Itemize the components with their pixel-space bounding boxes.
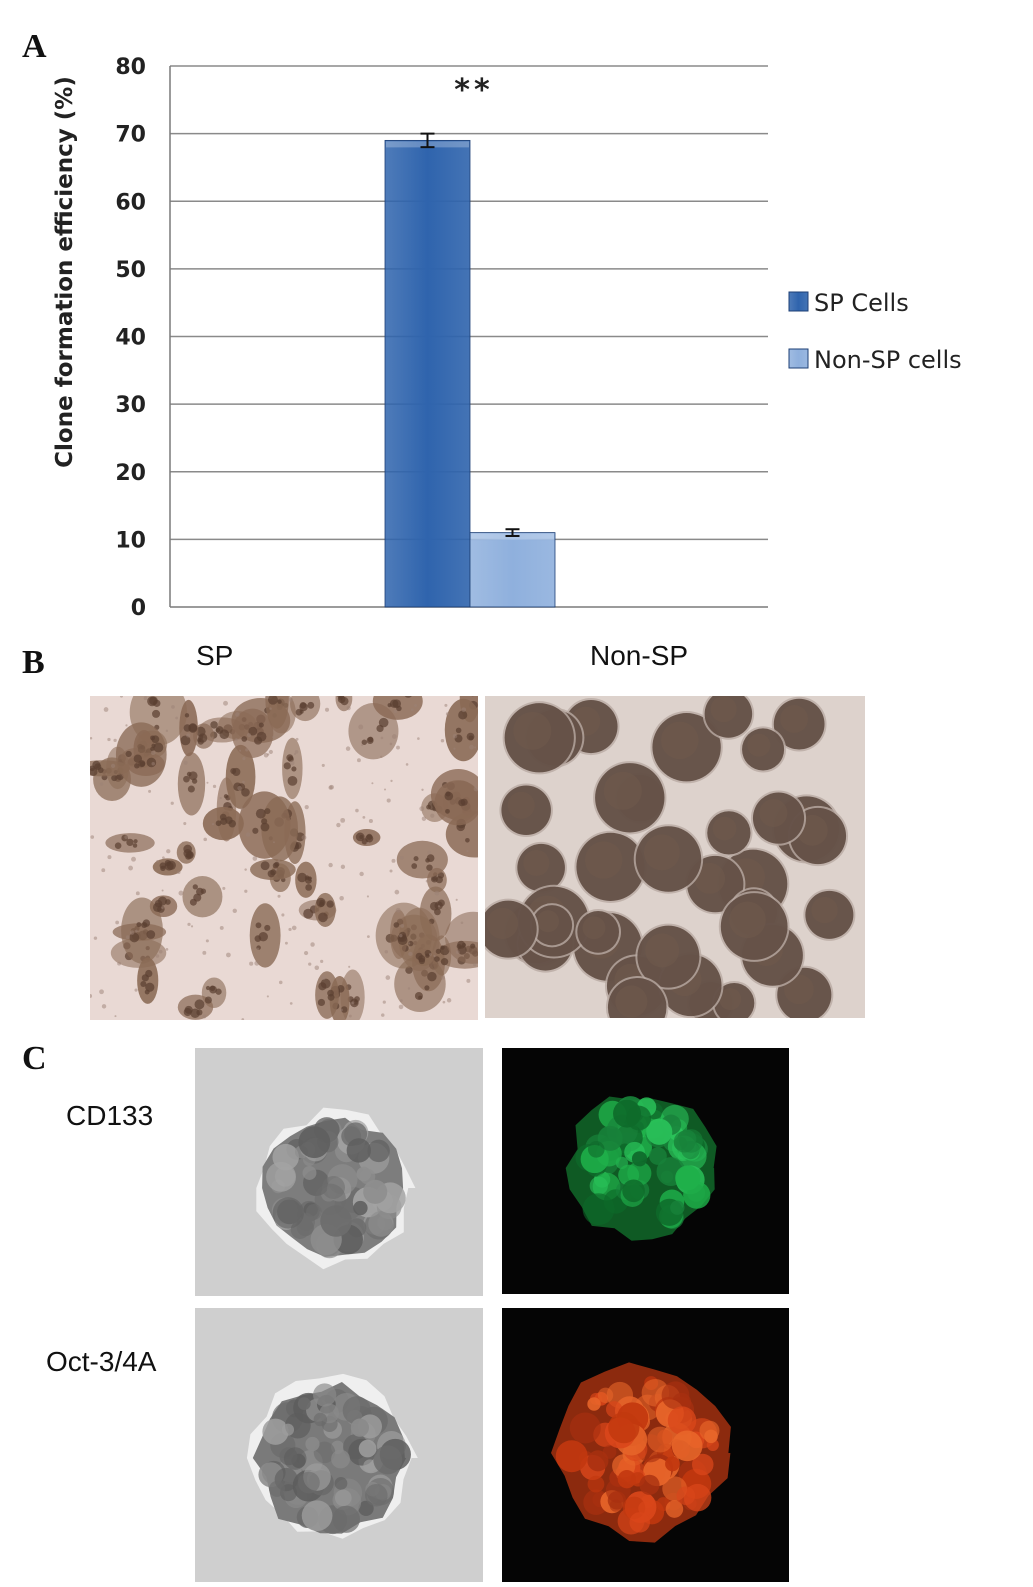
legend-label: Non-SP cells bbox=[814, 346, 962, 374]
cd133-fluorescence-image bbox=[502, 1048, 789, 1294]
chart-legend: SP Cells Non-SP cells bbox=[788, 289, 962, 374]
cd133-row-label: CD133 bbox=[66, 1100, 154, 1131]
cd133-brightfield-image bbox=[195, 1048, 483, 1296]
sphere bbox=[121, 897, 163, 964]
sphere bbox=[315, 971, 339, 1019]
significance-annotation: ** bbox=[454, 73, 493, 108]
oct-brightfield-image bbox=[195, 1308, 483, 1582]
bar-non-sp-cells bbox=[469, 532, 556, 608]
bar-sp-cells bbox=[384, 139, 471, 608]
y-tick-label: 20 bbox=[115, 461, 146, 486]
y-tick-label: 40 bbox=[115, 326, 146, 351]
y-axis-label: Clone formation efficiency (%) bbox=[52, 76, 78, 468]
non-sp-spheres-image bbox=[485, 696, 865, 1018]
oct-fluorescence-image bbox=[502, 1308, 789, 1582]
panel-label-b: B bbox=[22, 644, 45, 681]
sphere bbox=[182, 876, 223, 918]
sphere bbox=[127, 752, 165, 777]
sphere bbox=[434, 780, 478, 826]
non-sp-image-label: Non-SP bbox=[590, 640, 689, 671]
y-tick-label: 60 bbox=[115, 190, 146, 215]
legend-swatch bbox=[788, 348, 809, 369]
bar-chart: 0 10 20 30 40 50 60 70 80 Clone formation effici… bbox=[52, 55, 962, 621]
y-tick-label: 80 bbox=[115, 55, 146, 80]
panel-label-a: A bbox=[22, 28, 47, 65]
sphere bbox=[137, 957, 159, 1004]
sp-spheres-image bbox=[90, 696, 478, 1020]
panel-label-c: C bbox=[22, 1040, 47, 1077]
oct-row-label: Oct-3/4A bbox=[46, 1346, 157, 1377]
chart-bars bbox=[384, 132, 556, 608]
legend-label: SP Cells bbox=[814, 289, 909, 317]
y-tick-label: 10 bbox=[115, 528, 146, 553]
y-tick-label: 70 bbox=[115, 123, 146, 148]
sphere bbox=[177, 752, 206, 816]
sp-image-label: SP bbox=[196, 640, 234, 671]
y-tick-label: 0 bbox=[131, 596, 146, 621]
sphere bbox=[445, 911, 478, 964]
sphere bbox=[314, 892, 336, 927]
sphere bbox=[396, 840, 448, 879]
y-tick-labels: 0 10 20 30 40 50 60 70 80 bbox=[115, 55, 146, 621]
legend-swatch bbox=[788, 291, 809, 312]
sphere bbox=[390, 909, 408, 959]
y-tick-label: 30 bbox=[115, 393, 146, 418]
y-tick-label: 50 bbox=[115, 258, 146, 283]
